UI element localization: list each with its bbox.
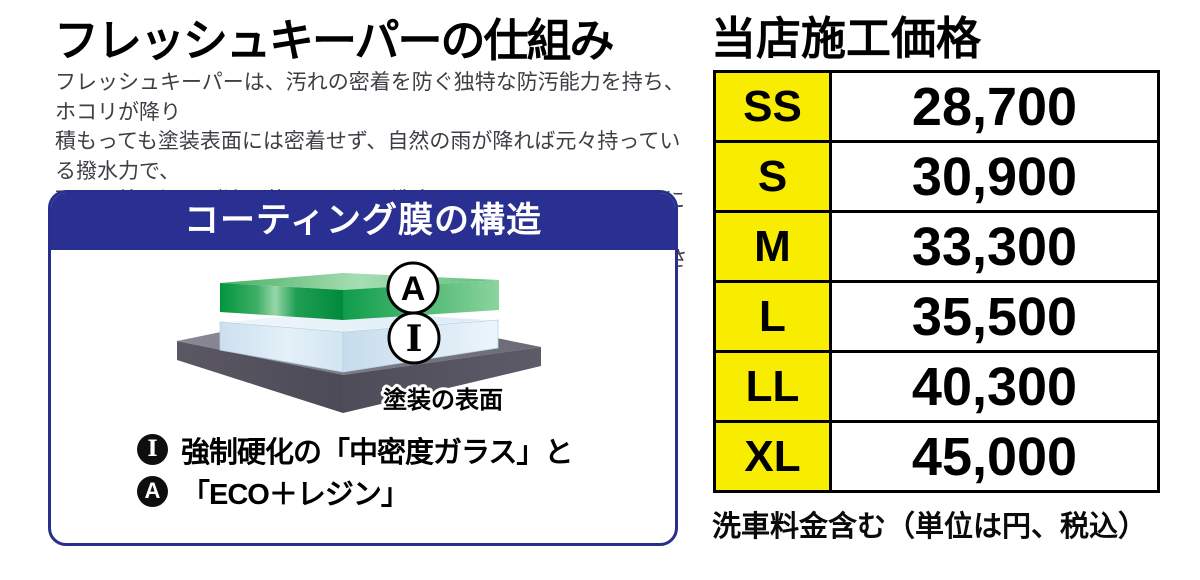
size-cell: SS — [713, 70, 832, 143]
size-cell: XL — [713, 420, 832, 493]
table-row: M 33,300 — [713, 210, 1160, 283]
legend-a-bullet: A — [137, 476, 168, 507]
price-table: SS 28,700 S 30,900 M 33,300 L 35,500 LL … — [713, 70, 1160, 493]
table-row: L 35,500 — [713, 280, 1160, 353]
legend-i-text: 強制硬化の「中密度ガラス」と — [181, 436, 573, 469]
label-a-badge: A — [386, 261, 440, 315]
price-cell: 45,000 — [829, 420, 1160, 493]
table-row: SS 28,700 — [713, 70, 1160, 143]
price-cell: 30,900 — [829, 140, 1160, 213]
price-cell: 28,700 — [829, 70, 1160, 143]
table-row: XL 45,000 — [713, 420, 1160, 493]
coating-structure-box: コーティング膜の構造 — [48, 190, 678, 546]
size-cell: L — [713, 280, 832, 353]
table-row: LL 40,300 — [713, 350, 1160, 423]
legend-line-resin: A 「ECO＋レジン」 — [137, 476, 572, 511]
coating-box-header: コーティング膜の構造 — [51, 193, 675, 250]
price-cell: 33,300 — [829, 210, 1160, 283]
label-i-badge: I — [387, 311, 441, 365]
label-i-text: I — [406, 318, 423, 360]
price-cell: 40,300 — [829, 350, 1160, 423]
price-note: 洗車料金含む（単位は円、税込） — [712, 511, 1148, 543]
size-cell: M — [713, 210, 832, 283]
eco-resin-layer — [220, 273, 499, 320]
table-row: S 30,900 — [713, 140, 1160, 213]
paint-surface-label: 塗装の表面 — [383, 386, 503, 414]
page-title: フレッシュキーパーの仕組み — [54, 15, 615, 66]
size-cell: S — [713, 140, 832, 213]
legend-a-text: 「ECO＋レジン」 — [181, 478, 410, 511]
legend-line-glass: I 強制硬化の「中密度ガラス」と — [137, 434, 573, 469]
coating-layers-diagram: A I 塗装の表面 — [177, 261, 541, 417]
size-cell: LL — [713, 350, 832, 423]
legend-i-bullet: I — [137, 434, 168, 465]
label-a-text: A — [401, 270, 426, 308]
price-cell: 35,500 — [829, 280, 1160, 353]
price-section-title: 当店施工価格 — [711, 13, 982, 64]
layer-legend: I 強制硬化の「中密度ガラス」と A 「ECO＋レジン」 — [137, 434, 573, 518]
